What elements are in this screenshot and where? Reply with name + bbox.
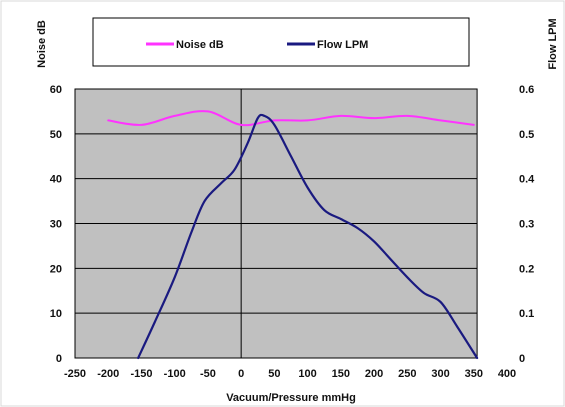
x-tick-label: 350: [465, 368, 483, 380]
data-point-flow-lpm: [274, 124, 275, 125]
x-tick-label: -100: [164, 368, 186, 380]
data-point-flow-lpm: [137, 357, 138, 358]
data-point-flow-lpm: [191, 232, 192, 233]
y-left-tick-label: 40: [50, 174, 62, 186]
y-right-tick-label: 0.2: [519, 263, 534, 275]
y-left-tick-label: 20: [50, 263, 62, 275]
x-tick-label: 250: [398, 368, 416, 380]
x-tick-label: -150: [130, 368, 152, 380]
series-line-flow-lpm: [137, 113, 479, 360]
x-tick-labels: -250 -200 -150 -100 -50 0 50 100 150 200 250 300 350…: [64, 368, 516, 380]
data-point-flow-lpm: [373, 241, 374, 242]
data-point-noise-db: [274, 120, 275, 121]
data-point-flow-lpm: [204, 200, 205, 201]
y-right-tick-labels: 0 0.1 0.2 0.3 0.4 0.5 0.6: [519, 84, 535, 365]
data-point-flow-lpm: [357, 227, 358, 228]
data-point-flow-lpm: [221, 182, 222, 183]
data-point-noise-db: [174, 115, 175, 116]
legend: Noise dB Flow LPM: [92, 17, 470, 67]
x-axis-title: Vacuum/Pressure mmHg: [226, 392, 356, 404]
y-left-tick-label: 50: [50, 129, 62, 141]
x-tick-label: 50: [268, 368, 280, 380]
data-point-noise-db: [373, 117, 374, 118]
data-point-flow-lpm: [423, 292, 424, 293]
data-point-flow-lpm: [407, 277, 408, 278]
y-right-tick-label: 0.5: [519, 129, 534, 141]
data-point-flow-lpm: [154, 321, 155, 322]
data-point-noise-db: [440, 120, 441, 121]
y-right-tick-label: 0.6: [519, 84, 534, 96]
series-layer: [107, 110, 479, 360]
y-right-tick-label: 0.3: [519, 219, 534, 231]
data-point-noise-db: [108, 120, 109, 121]
legend-label-noise: Noise dB: [176, 39, 224, 51]
y-left-tick-label: 30: [50, 219, 62, 231]
x-tick-label: 0: [238, 368, 244, 380]
y-left-tick-label: 0: [56, 353, 62, 365]
y-right-tick-label: 0.4: [519, 174, 535, 186]
data-point-flow-lpm: [307, 187, 308, 188]
data-point-flow-lpm: [390, 259, 391, 260]
x-tick-label: 100: [298, 368, 316, 380]
x-tick-label: 200: [365, 368, 383, 380]
y-right-tick-label: 0.1: [519, 308, 534, 320]
x-tick-label: 150: [332, 368, 350, 380]
y-left-tick-label: 10: [50, 308, 62, 320]
data-point-noise-db: [207, 111, 208, 112]
data-point-noise-db: [340, 115, 341, 116]
y-left-tick-label: 60: [50, 84, 62, 96]
legend-label-flow: Flow LPM: [317, 39, 368, 51]
y-right-tick-label: 0: [519, 353, 525, 365]
x-tick-label: 300: [431, 368, 449, 380]
plot-layer: [74, 88, 478, 359]
data-point-flow-lpm: [264, 115, 265, 116]
data-point-flow-lpm: [324, 209, 325, 210]
x-tick-label: 400: [498, 368, 516, 380]
data-point-flow-lpm: [456, 326, 457, 327]
data-point-noise-db: [407, 115, 408, 116]
data-point-flow-lpm: [234, 169, 235, 170]
data-point-flow-lpm: [247, 142, 248, 143]
data-point-flow-lpm: [290, 156, 291, 157]
data-point-noise-db: [240, 124, 241, 125]
x-tick-label: -50: [200, 368, 216, 380]
data-point-flow-lpm: [257, 117, 258, 118]
y-left-axis-title: Noise dB: [36, 20, 48, 68]
y-right-axis-title: Flow LPM: [547, 18, 559, 69]
data-point-noise-db: [307, 120, 308, 121]
legend-box: [92, 17, 470, 67]
data-point-flow-lpm: [174, 277, 175, 278]
series-line-noise-db: [107, 110, 475, 127]
x-tick-label: -250: [64, 368, 86, 380]
data-point-noise-db: [141, 124, 142, 125]
data-point-flow-lpm: [440, 301, 441, 302]
data-point-noise-db: [473, 124, 474, 125]
x-tick-label: -200: [97, 368, 119, 380]
data-point-flow-lpm: [476, 357, 477, 358]
y-left-tick-labels: 0 10 20 30 40 50 60: [50, 84, 62, 365]
data-point-flow-lpm: [340, 218, 341, 219]
